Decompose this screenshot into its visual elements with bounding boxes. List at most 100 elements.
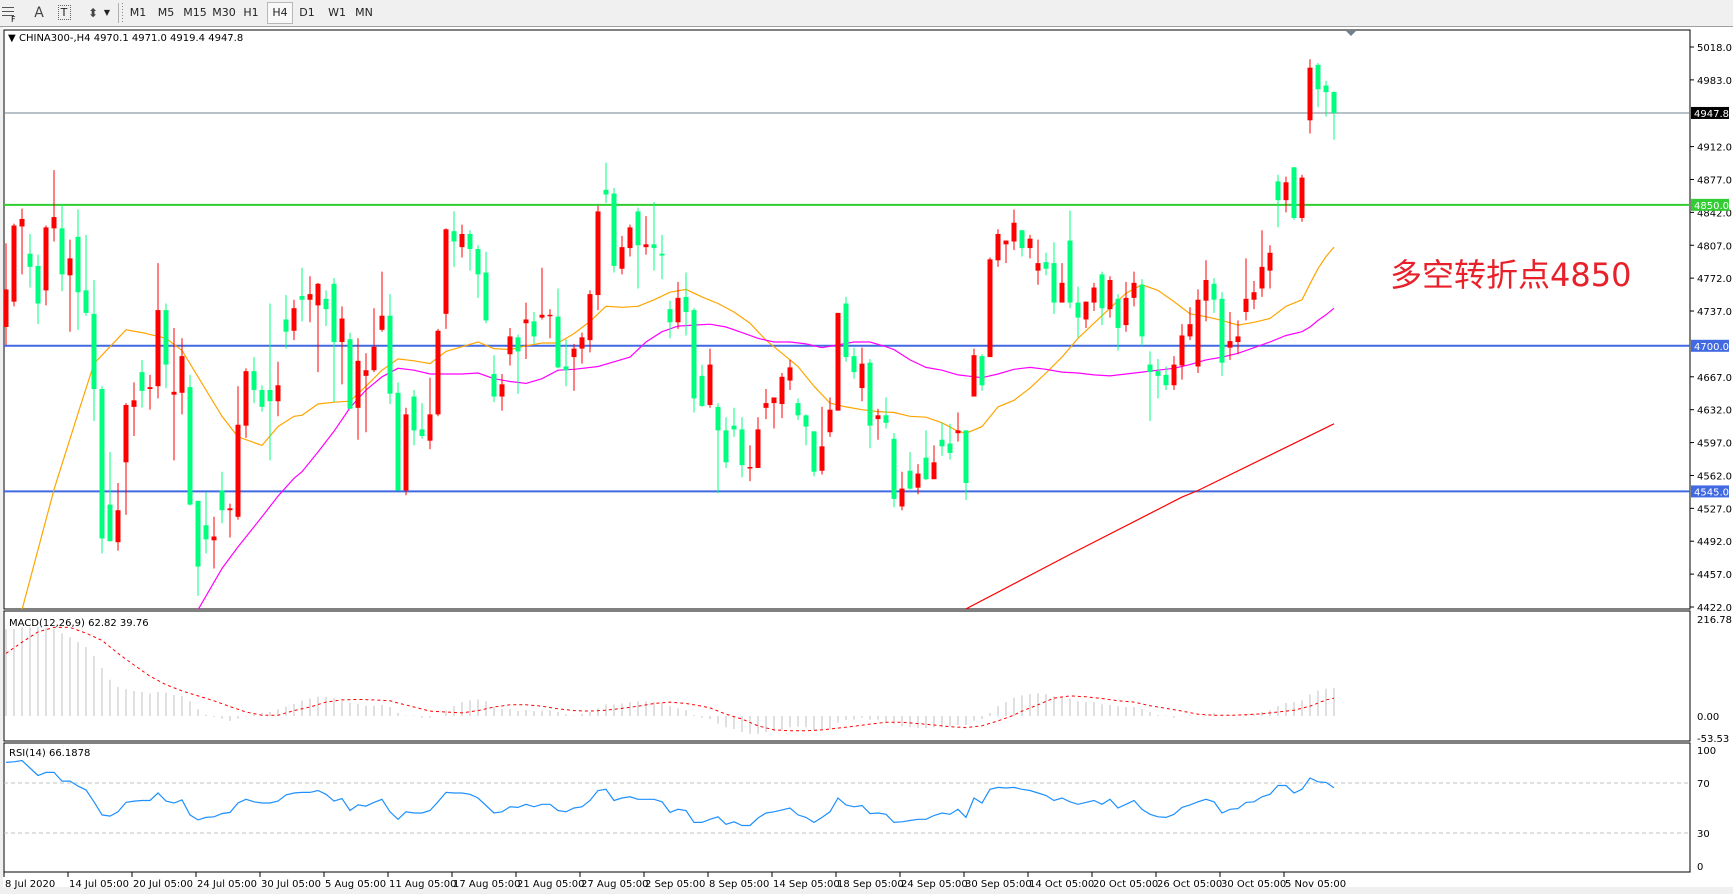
chart-shift-marker-icon[interactable]: [1346, 31, 1356, 36]
candle: [1283, 176, 1289, 213]
candle: [27, 233, 33, 288]
tf-m5-button[interactable]: M5: [157, 6, 175, 19]
candle-body: [1251, 292, 1257, 300]
candle-body: [147, 387, 153, 390]
candle-body: [875, 415, 881, 420]
candle-body: [83, 290, 89, 313]
text-a-icon[interactable]: A: [34, 5, 44, 21]
candle: [851, 347, 857, 379]
candle-body: [1323, 85, 1329, 93]
grid-properties-icon[interactable]: F: [0, 3, 20, 24]
candle-body: [867, 362, 873, 426]
candle: [531, 311, 537, 344]
candle: [11, 223, 17, 307]
price-level-badge: [1691, 485, 1729, 498]
macd-signal-line: [5, 626, 1335, 732]
candle: [315, 282, 321, 373]
tf-m1-button[interactable]: M1: [129, 6, 147, 19]
price-tick-label: 4457.0: [1697, 570, 1732, 581]
chart-window[interactable]: [3, 27, 1733, 887]
candle-body: [827, 409, 833, 433]
candle: [403, 407, 409, 496]
candle: [1131, 271, 1137, 307]
tf-m30-button[interactable]: M30: [212, 6, 236, 19]
candle: [1155, 358, 1161, 399]
candle-body: [1163, 374, 1169, 386]
candle-body: [1331, 92, 1337, 113]
arrows-icon[interactable]: ⬍: [87, 6, 99, 20]
candle: [755, 417, 761, 468]
candle-body: [651, 244, 657, 249]
candle-body: [43, 227, 49, 291]
dropdown-arrow-icon[interactable]: ▼: [103, 8, 111, 17]
candle-body: [547, 314, 553, 317]
candle-body: [523, 319, 529, 324]
candle: [763, 389, 769, 420]
candle: [571, 343, 577, 391]
rsi-tick-label: 30: [1697, 829, 1710, 840]
candle: [843, 296, 849, 362]
candle: [123, 403, 129, 515]
candle: [795, 398, 801, 421]
tf-mn-button[interactable]: MN: [355, 6, 373, 19]
candle-body: [1027, 238, 1033, 249]
candle-body: [1115, 298, 1121, 328]
candle: [979, 354, 985, 391]
tf-m15-button[interactable]: M15: [183, 6, 207, 19]
candle-body: [803, 415, 809, 427]
candle: [739, 417, 745, 478]
candle-body: [1019, 230, 1025, 249]
time-tick-label: 30 Jul 05:00: [261, 879, 321, 890]
candle-body: [747, 467, 753, 469]
price-tick-label: 4737.0: [1697, 307, 1732, 318]
candle-body: [1155, 371, 1161, 376]
candle-body: [587, 294, 593, 341]
candle: [187, 374, 193, 506]
candle-body: [1283, 182, 1289, 201]
toolbar-grip[interactable]: [122, 3, 123, 23]
chart-toolbar: F A T ⬍ ▼ M1 M5 M15 M30 H1 H4 D1 W1 MN: [0, 0, 1733, 27]
candle: [667, 300, 673, 339]
candle-body: [1235, 336, 1241, 343]
symbol-dropdown-icon[interactable]: ▼: [8, 33, 16, 44]
price-tick-label: 4632.0: [1697, 406, 1732, 417]
candle-body: [219, 490, 225, 511]
candle: [891, 433, 897, 508]
candle-body: [491, 373, 497, 397]
candle-body: [731, 425, 737, 430]
candle: [115, 482, 121, 551]
candle: [1147, 351, 1153, 421]
candle: [251, 357, 257, 404]
candle-body: [675, 297, 681, 323]
tf-d1-button[interactable]: D1: [299, 6, 315, 19]
candle: [387, 294, 393, 405]
candle-body: [467, 233, 473, 250]
candle: [1123, 281, 1129, 332]
text-label-icon[interactable]: T: [55, 3, 73, 23]
candle: [75, 209, 81, 330]
tf-w1-button[interactable]: W1: [328, 6, 346, 19]
candle: [59, 204, 65, 292]
price-tick-label: 4667.0: [1697, 373, 1732, 384]
candle-body: [387, 315, 393, 394]
candle: [451, 211, 457, 267]
candle: [267, 303, 273, 461]
candle-body: [195, 500, 201, 567]
candle: [1227, 311, 1233, 360]
candle-body: [699, 375, 705, 406]
candle-body: [691, 310, 697, 399]
candle: [555, 288, 561, 369]
candle: [91, 280, 97, 421]
macd-tick-label: -53.53: [1697, 734, 1729, 745]
candle-body: [267, 389, 273, 402]
candle-body: [907, 470, 913, 489]
candle-body: [1035, 263, 1041, 271]
candle: [819, 406, 825, 475]
tf-h1-button[interactable]: H1: [243, 6, 259, 19]
candle: [427, 377, 433, 450]
candle: [459, 224, 465, 258]
candle: [827, 397, 833, 437]
candle-body: [739, 429, 745, 466]
tf-h4-button[interactable]: H4: [267, 2, 293, 24]
